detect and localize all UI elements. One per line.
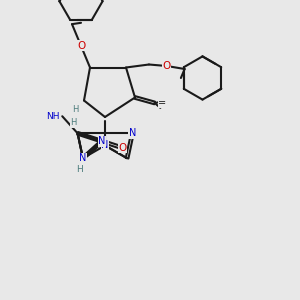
Text: N: N bbox=[101, 140, 109, 151]
Text: =: = bbox=[158, 98, 166, 108]
Text: N: N bbox=[98, 136, 106, 146]
Text: H: H bbox=[76, 165, 83, 174]
Text: N: N bbox=[79, 153, 87, 163]
Text: O: O bbox=[118, 143, 127, 153]
Text: H: H bbox=[70, 118, 77, 127]
Text: O: O bbox=[77, 41, 86, 51]
Text: NH: NH bbox=[46, 112, 59, 121]
Text: O: O bbox=[163, 61, 171, 71]
Text: H: H bbox=[72, 105, 78, 114]
Text: N: N bbox=[129, 128, 136, 138]
